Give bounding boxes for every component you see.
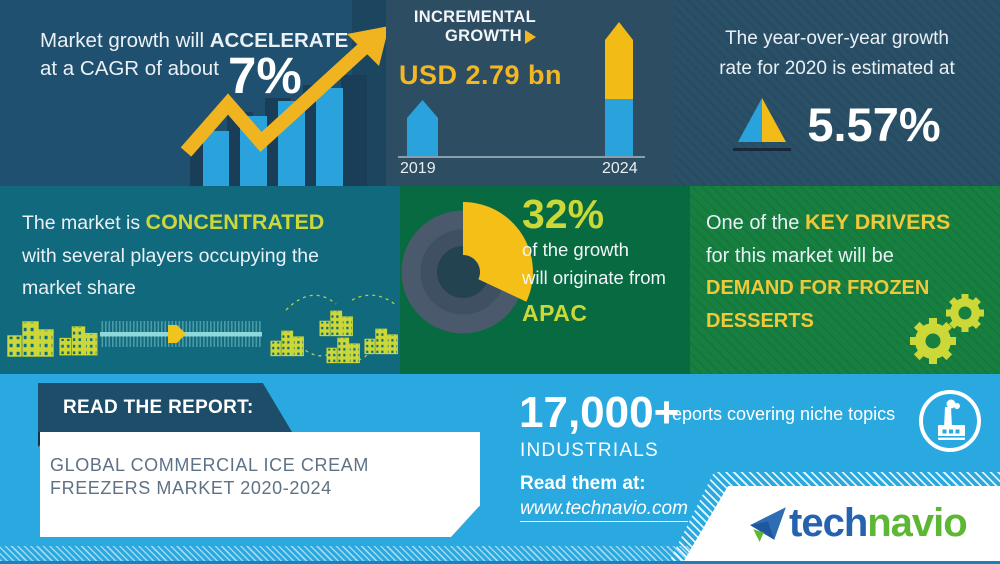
report-count-tagline: reports covering niche topics [666,404,896,424]
panel-yoy-growth: The year-over-year growth rate for 2020 … [674,0,1000,186]
growth-statement: Market growth will ACCELERATE at a CAGR … [40,27,348,83]
panel-apac-share: 32% of the growth will originate from AP… [400,186,690,374]
timeline [100,321,262,347]
page-corner-fold [451,506,479,537]
yoy-line2: rate for 2020 is estimated at [719,58,955,79]
concentration-highlight: CONCENTRATED [145,210,325,234]
incremental-label-line1: INCREMENTAL [413,8,536,26]
report-title: GLOBAL COMMERCIAL ICE CREAM FREEZERS MAR… [50,454,369,500]
apac-region: APAC [522,300,588,326]
concentration-statement: The market is CONCENTRATED with several … [22,206,324,305]
driver-highlight: KEY DRIVERS [804,210,951,234]
city-buildings-illustration [7,294,398,364]
apac-line2: will originate from [522,266,666,288]
concentration-line2: with several players occupying the [22,244,319,267]
buildings-icon [270,330,304,357]
panel-incremental-growth: INCREMENTAL GROWTH USD 2.79 bn 2019 2024 [386,0,674,186]
apac-percent: 32% [522,191,605,237]
growth-line1-prefix: Market growth will [40,29,210,52]
driver-line1: One of the KEY DRIVERS [706,210,951,234]
yoy-line1: The year-over-year growth [725,28,949,49]
yoy-stat: 5.57% [674,98,1000,151]
driver-statement: One of the KEY DRIVERS for this market w… [706,206,950,337]
concentration-line1: The market is CONCENTRATED [22,210,325,234]
apac-line1: of the growth [522,239,629,260]
read-them-at-label: Read them at: [520,473,646,494]
buildings-icon [7,321,54,357]
timeline-pointer-icon [168,325,186,343]
apac-donut-chart [401,202,533,334]
gears-icon [910,294,984,364]
incremental-growth-chart [398,22,645,158]
pointer-right-icon [525,29,536,44]
driver-line3: DEMAND FOR FROZEN [706,277,930,299]
bar-2024 [605,22,633,156]
year-2019-label: 2019 [400,160,436,177]
growth-line2: at a CAGR of about [40,57,219,80]
buildings-icon [326,337,360,364]
trend-up-arrow-icon [180,26,386,157]
incremental-growth-label: INCREMENTAL GROWTH [398,8,536,46]
industrials-factory-icon [919,390,981,452]
panel-concentration: The market is CONCENTRATED with several … [0,186,400,374]
growth-line1-highlight: ACCELERATE [209,29,349,52]
cagr-value: 7% [228,47,302,104]
buildings-icon [59,326,98,356]
bar-2019 [407,100,438,156]
buildings-icon [364,328,398,355]
panel-market-growth: Market growth will ACCELERATE at a CAGR … [0,0,386,186]
incremental-label-line2: GROWTH [398,27,536,46]
bottom-hatched-strip [0,546,1000,561]
bottom-edge-line [0,561,1000,564]
apac-statement: 32% of the growth will originate from AP… [522,192,666,327]
growth-line1: Market growth will ACCELERATE [40,27,348,55]
buildings-icon [319,310,353,337]
growth-trend-chart [180,0,386,186]
yoy-value: 5.57% [807,98,941,151]
brand-name-tech: tech [789,501,868,545]
read-report-label: READ THE REPORT: [63,397,254,418]
brand-name-navio: navio [867,501,967,545]
driver-line4: DESSERTS [706,309,814,332]
triangle-up-icon [733,98,792,151]
incremental-growth-value: USD 2.79 bn [399,60,563,90]
bottom-section: READ THE REPORT: GLOBAL COMMERCIAL ICE C… [0,374,1000,564]
report-card[interactable]: GLOBAL COMMERCIAL ICE CREAM FREEZERS MAR… [40,432,480,537]
year-2024-label: 2024 [602,160,638,177]
report-title-line1: GLOBAL COMMERCIAL ICE CREAM [50,455,369,475]
report-count: 17,000+ [519,388,680,437]
technavio-logo[interactable]: tech navio [747,501,968,545]
report-title-line2: FREEZERS MARKET 2020-2024 [50,478,332,498]
driver-line2: for this market will be [706,244,894,267]
concentration-line3: market share [22,277,136,299]
category-label: INDUSTRIALS [520,440,659,461]
technavio-url-link[interactable]: www.technavio.com [520,498,688,522]
paper-plane-icon [750,507,786,542]
yoy-statement: The year-over-year growth rate for 2020 … [674,24,1000,84]
read-report-banner: READ THE REPORT: [38,383,292,432]
panel-key-drivers: One of the KEY DRIVERS for this market w… [690,186,1000,374]
apac-wedge [463,202,533,302]
